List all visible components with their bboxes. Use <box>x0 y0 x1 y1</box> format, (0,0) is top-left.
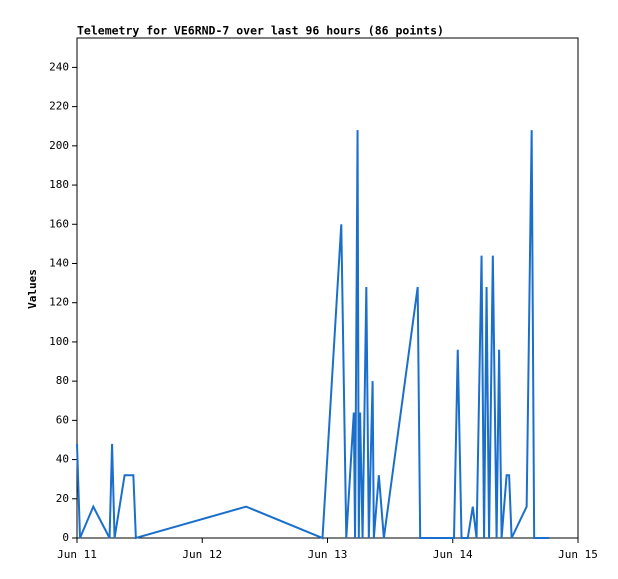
x-tick-label: Jun 13 <box>308 548 348 561</box>
chart-title: Telemetry for VE6RND-7 over last 96 hour… <box>77 24 444 38</box>
y-tick-label: 60 <box>56 413 69 426</box>
y-tick-label: 40 <box>56 453 69 466</box>
y-tick-label: 200 <box>49 139 69 152</box>
y-tick-label: 140 <box>49 256 69 269</box>
y-axis-label: Values <box>26 269 39 309</box>
x-tick-label: Jun 14 <box>433 548 473 561</box>
y-tick-label: 20 <box>56 492 69 505</box>
y-tick-label: 180 <box>49 178 69 191</box>
data-line <box>76 130 550 540</box>
y-tick-label: 240 <box>49 60 69 73</box>
y-tick-label: 120 <box>49 296 69 309</box>
y-tick-label: 220 <box>49 100 69 113</box>
x-tick-label: Jun 11 <box>57 548 97 561</box>
x-tick-label: Jun 15 <box>558 548 598 561</box>
x-tick-label: Jun 12 <box>182 548 222 561</box>
y-tick-label: 100 <box>49 335 69 348</box>
y-tick-label: 160 <box>49 217 69 230</box>
y-tick-label: 0 <box>62 531 69 544</box>
y-tick-label: 80 <box>56 374 69 387</box>
